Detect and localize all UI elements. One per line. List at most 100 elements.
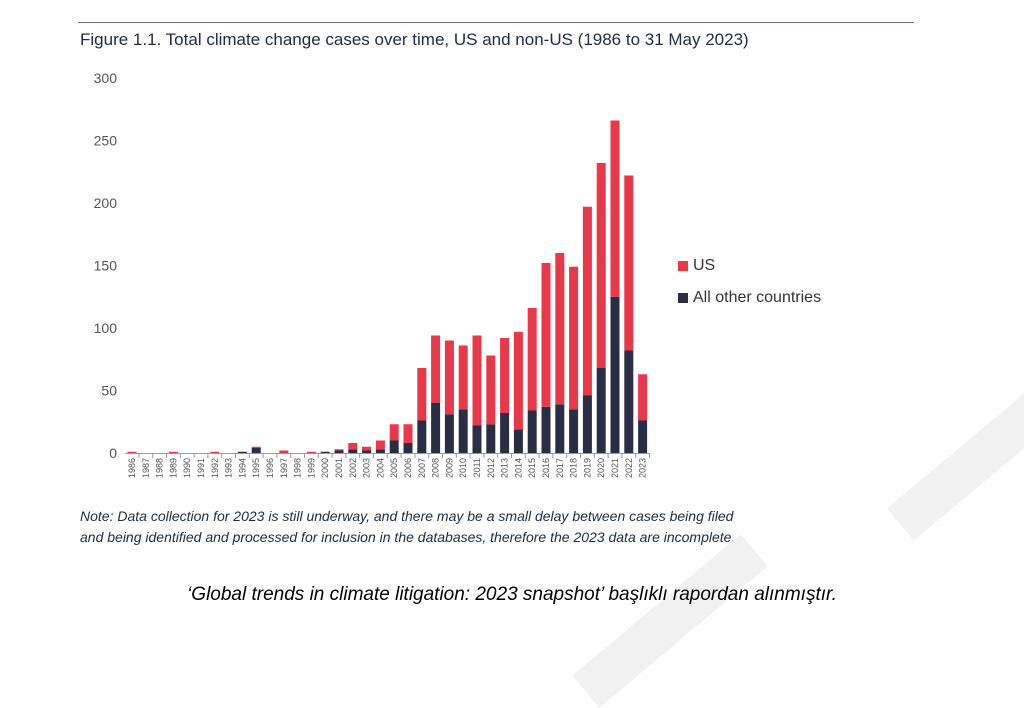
x-tick-label: 2001 xyxy=(334,458,344,478)
y-tick-label: 150 xyxy=(94,258,118,274)
note-line-2: and being identified and processed for i… xyxy=(80,529,736,545)
bar-us-2002 xyxy=(348,443,358,450)
bar-other-2010 xyxy=(458,409,468,453)
bar-us-2019 xyxy=(582,206,592,396)
bar-us-2023 xyxy=(638,374,648,421)
x-tick-label: 2009 xyxy=(444,458,454,478)
figure-title: Figure 1.1. Total climate change cases o… xyxy=(80,30,749,49)
bar-us-2009 xyxy=(444,340,454,415)
bar-us-2006 xyxy=(403,424,413,443)
bar-other-2017 xyxy=(555,404,565,453)
legend-swatch-us xyxy=(678,261,688,271)
bar-other-2002 xyxy=(348,449,358,453)
chart-legend: US All other countries xyxy=(678,250,821,314)
y-tick-label: 250 xyxy=(94,133,118,149)
bar-other-2018 xyxy=(569,409,579,453)
bar-other-2008 xyxy=(431,403,441,453)
x-tick-label: 2014 xyxy=(513,458,523,478)
legend-label-us: US xyxy=(693,257,716,274)
x-tick-label: 2006 xyxy=(403,458,413,478)
x-tick-label: 2017 xyxy=(555,458,565,478)
bar-other-2004 xyxy=(375,449,385,453)
x-tick-label: 1987 xyxy=(141,458,151,478)
bar-us-2013 xyxy=(500,338,510,413)
bar-other-2014 xyxy=(513,429,523,453)
bar-us-2003 xyxy=(362,446,372,451)
x-tick-label: 1988 xyxy=(155,458,165,478)
bar-us-2011 xyxy=(472,335,482,426)
x-tick-label: 2011 xyxy=(472,458,482,477)
x-tick-label: 2013 xyxy=(500,458,510,478)
x-tick-label: 1990 xyxy=(182,458,192,478)
bar-us-2014 xyxy=(513,331,523,430)
x-tick-label: 2008 xyxy=(431,458,441,478)
x-tick-label: 1997 xyxy=(279,458,289,478)
x-tick-label: 1991 xyxy=(196,458,206,478)
top-rule xyxy=(78,22,914,23)
bar-us-1999 xyxy=(306,451,316,453)
bar-other-2023 xyxy=(638,420,648,453)
x-tick-label: 2019 xyxy=(582,458,592,478)
x-tick-label: 1999 xyxy=(306,458,316,478)
bar-other-2005 xyxy=(389,440,399,453)
chart-note: Note: Data collection for 2023 is still … xyxy=(80,506,735,548)
legend-item-us: US xyxy=(678,250,821,282)
bar-other-2016 xyxy=(541,406,551,453)
bar-other-2001 xyxy=(334,450,344,453)
x-tick-label: 1996 xyxy=(265,458,275,478)
bar-other-1994 xyxy=(237,451,247,453)
bar-us-2005 xyxy=(389,424,399,441)
bar-us-2001 xyxy=(334,449,344,451)
x-tick-label: 2005 xyxy=(389,458,399,478)
x-tick-label: 1989 xyxy=(168,458,178,478)
x-tick-label: 1995 xyxy=(251,458,261,478)
note-line-1: Note: Data collection for 2023 is still … xyxy=(80,508,734,524)
y-tick-label: 50 xyxy=(101,383,117,399)
x-tick-label: 2020 xyxy=(596,458,606,478)
bar-us-1992 xyxy=(210,451,220,453)
x-tick-label: 2021 xyxy=(610,458,620,478)
bar-other-2012 xyxy=(486,424,496,453)
x-tick-label: 2010 xyxy=(458,458,468,478)
source-caption: ‘Global trends in climate litigation: 20… xyxy=(187,584,837,605)
x-tick-label: 2007 xyxy=(417,458,427,478)
x-tick-label: 1992 xyxy=(210,458,220,478)
bar-us-1997 xyxy=(279,450,289,453)
x-tick-label: 2022 xyxy=(624,458,634,478)
bar-us-2017 xyxy=(555,253,565,405)
x-tick-label: 2004 xyxy=(375,458,385,478)
x-tick-label: 2023 xyxy=(638,458,648,478)
x-tick-label: 2012 xyxy=(486,458,496,478)
x-tick-label: 1993 xyxy=(224,458,234,478)
bar-us-2010 xyxy=(458,345,468,410)
bar-other-2011 xyxy=(472,425,482,453)
bar-us-1986 xyxy=(127,451,137,453)
legend-label-other: All other countries xyxy=(693,289,822,306)
bar-us-2012 xyxy=(486,355,496,425)
x-tick-label: 1994 xyxy=(237,458,247,478)
watermark-stripe xyxy=(572,534,768,708)
bar-us-1989 xyxy=(168,451,178,453)
bar-other-2003 xyxy=(362,450,372,453)
bar-other-1995 xyxy=(251,448,261,453)
x-tick-label: 1986 xyxy=(127,458,137,478)
bar-other-2015 xyxy=(527,410,537,453)
bar-us-2015 xyxy=(527,308,537,411)
bar-us-2016 xyxy=(541,263,551,407)
stacked-bar-chart: 0 50 100 150 200 250 300 1986 1987 1988 1989 1990 1… xyxy=(94,70,650,478)
bar-other-2021 xyxy=(610,296,620,453)
bar-us-2022 xyxy=(624,175,634,351)
bar-us-2021 xyxy=(610,120,620,297)
bar-other-2013 xyxy=(500,413,510,453)
bar-other-2000 xyxy=(320,451,330,453)
legend-swatch-other xyxy=(678,293,688,303)
y-tick-label: 300 xyxy=(94,70,118,86)
x-tick-label: 2018 xyxy=(569,458,579,478)
x-tick-label: 1998 xyxy=(293,458,303,478)
x-tick-label: 2002 xyxy=(348,458,358,478)
x-tick-label: 2015 xyxy=(527,458,537,478)
x-tick-label: 2003 xyxy=(362,458,372,478)
bar-other-2007 xyxy=(417,420,427,453)
bar-us-2007 xyxy=(417,368,427,421)
y-tick-label: 0 xyxy=(109,445,117,461)
